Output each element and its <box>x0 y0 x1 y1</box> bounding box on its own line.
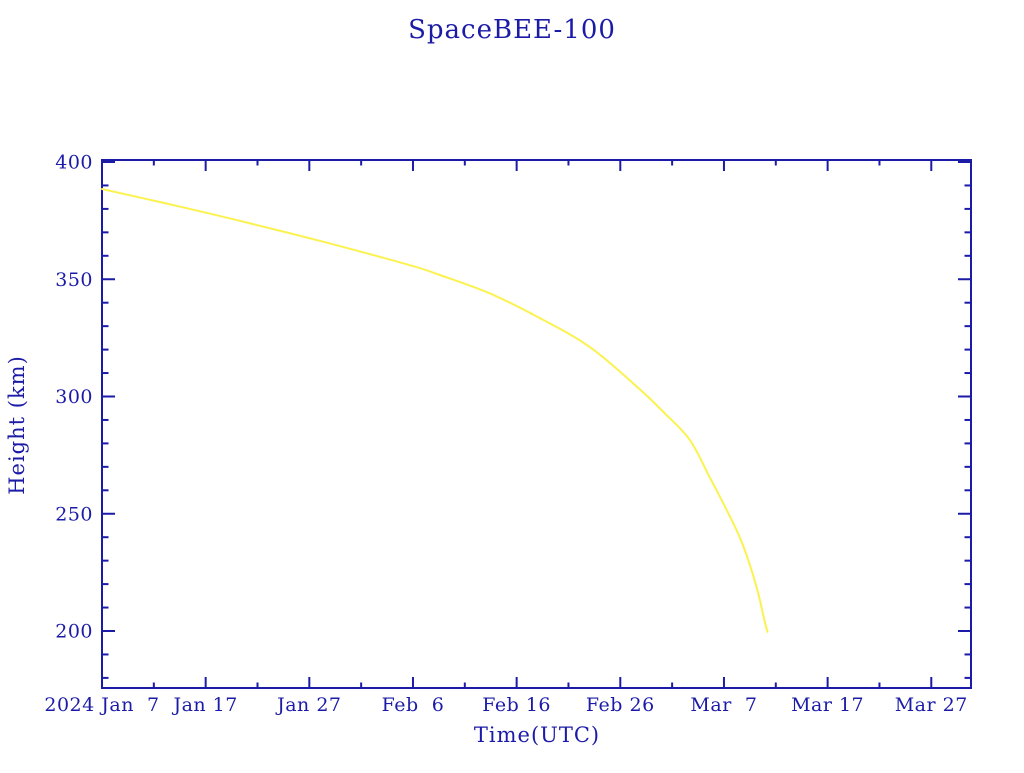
x-tick-label: Feb 6 <box>382 694 445 716</box>
x-axis-title: Time(UTC) <box>474 723 600 747</box>
y-tick-label: 250 <box>55 503 93 525</box>
decay-curve-line <box>101 188 769 633</box>
y-tick-label: 300 <box>55 386 93 408</box>
x-tick-label: Mar 17 <box>791 694 864 716</box>
y-tick-label: 350 <box>55 269 93 291</box>
axis-ticks <box>101 160 971 688</box>
x-tick-label: Mar 27 <box>895 694 968 716</box>
plot-frame <box>101 159 972 689</box>
y-axis-title: Height (km) <box>5 355 29 495</box>
chart-title: SpaceBEE-100 <box>408 15 616 45</box>
x-tick-label: Jan 27 <box>275 694 341 716</box>
x-tick-label: Mar 7 <box>690 694 757 716</box>
y-tick-label: 200 <box>55 621 93 643</box>
x-tick-label: Jan 17 <box>171 694 237 716</box>
x-tick-label: 2024 Jan 7 <box>44 694 159 716</box>
y-tick-labels: 400 350 300 250 200 <box>55 152 93 643</box>
y-tick-label: 400 <box>55 152 93 174</box>
x-tick-label: Feb 16 <box>482 694 551 716</box>
decay-curve <box>101 188 769 633</box>
x-tick-labels: 2024 Jan 7 Jan 17 Jan 27 Feb 6 Feb 16 Feb 26 M… <box>44 694 967 716</box>
x-tick-label: Feb 26 <box>586 694 655 716</box>
